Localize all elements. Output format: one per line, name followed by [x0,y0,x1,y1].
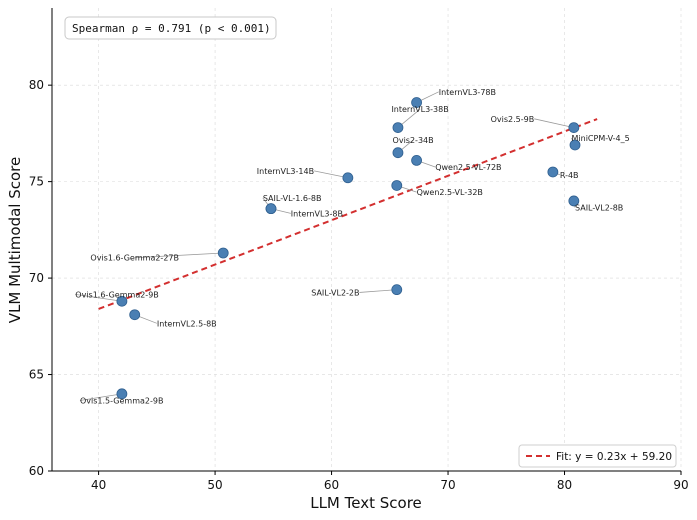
y-tick-label-65: 65 [29,368,44,382]
data-points [116,97,581,400]
point-label: InternVL3-78B [439,88,496,97]
point-label: InternVL3-14B [257,167,314,176]
data-point [568,122,580,134]
x-tick-label-80: 80 [557,478,572,492]
y-tick-label-60: 60 [29,464,44,478]
data-point [411,97,422,108]
leader-line [79,393,122,401]
spearman-annotation: Spearman ρ = 0.791 (p < 0.001) [64,16,277,40]
data-point [391,284,403,296]
leader-line [359,289,397,293]
data-point [342,172,354,184]
leader-line [75,293,122,302]
x-tick-label-40: 40 [91,478,106,492]
data-point [129,309,141,321]
data-point [547,166,559,178]
legend-fit-label: Fit: y = 0.23x + 59.20 [556,451,672,463]
point-label: InternVL3-8B [291,209,343,218]
fit-line-group [98,118,598,310]
spearman-box [64,16,277,40]
spearman-text: Spearman ρ = 0.791 (p < 0.001) [72,22,271,35]
point-label: Ovis1.6-Gemma2-9B [75,290,159,299]
legend-box [518,444,677,468]
y-tick-label-75: 75 [29,175,44,189]
point-label: SAIL-VL2-2B [311,288,359,297]
point-label: InternVL3-38B [391,105,448,114]
x-tick-label-90: 90 [673,478,688,492]
x-tick-label-60: 60 [324,478,339,492]
point-label: R-4B [560,171,579,180]
leader-lines [75,91,576,401]
data-point [217,247,229,259]
data-point [116,388,128,400]
point-label: SAIL-VL2-8B [575,204,623,213]
data-point [392,147,404,159]
data-point [265,203,277,215]
data-point [411,155,422,166]
point-label: Qwen2.5-VL-32B [417,188,483,197]
axes: 40 50 60 70 80 90 60 65 70 75 80 [29,8,689,492]
point-label: Ovis2-34B [393,136,434,145]
y-axis-title: VLM Multimodal Score [6,157,24,323]
point-label: InternVL2.5-8B [157,319,217,328]
leader-line [314,170,348,179]
data-point [116,295,128,307]
legend: Fit: y = 0.23x + 59.20 [518,444,677,468]
x-axis-title: LLM Text Score [310,494,422,512]
point-label: Ovis1.5-Gemma2-9B [80,396,164,405]
y-tick-label-80: 80 [29,78,44,92]
x-tick-label-50: 50 [207,478,222,492]
data-point [568,195,580,207]
point-label: Ovis1.6-Gemma2-27B [90,254,179,263]
data-point [391,180,403,191]
point-label: Qwen2.5-VL-72B [435,163,501,172]
leader-line [134,252,224,259]
y-tick-label-70: 70 [29,271,44,285]
point-label: Ovis2.5-9B [491,115,535,124]
point-labels: InternVL3-78B InternVL3-38B Ovis2.5-9B Mini… [75,88,629,406]
data-point [569,139,581,151]
data-point [392,122,404,134]
fit-line [98,118,598,310]
leader-line [534,118,574,128]
point-label: SAIL-VL-1.6-8B [263,194,322,203]
x-tick-label-70: 70 [440,478,455,492]
point-label: MiniCPM-V-4_5 [572,134,630,143]
